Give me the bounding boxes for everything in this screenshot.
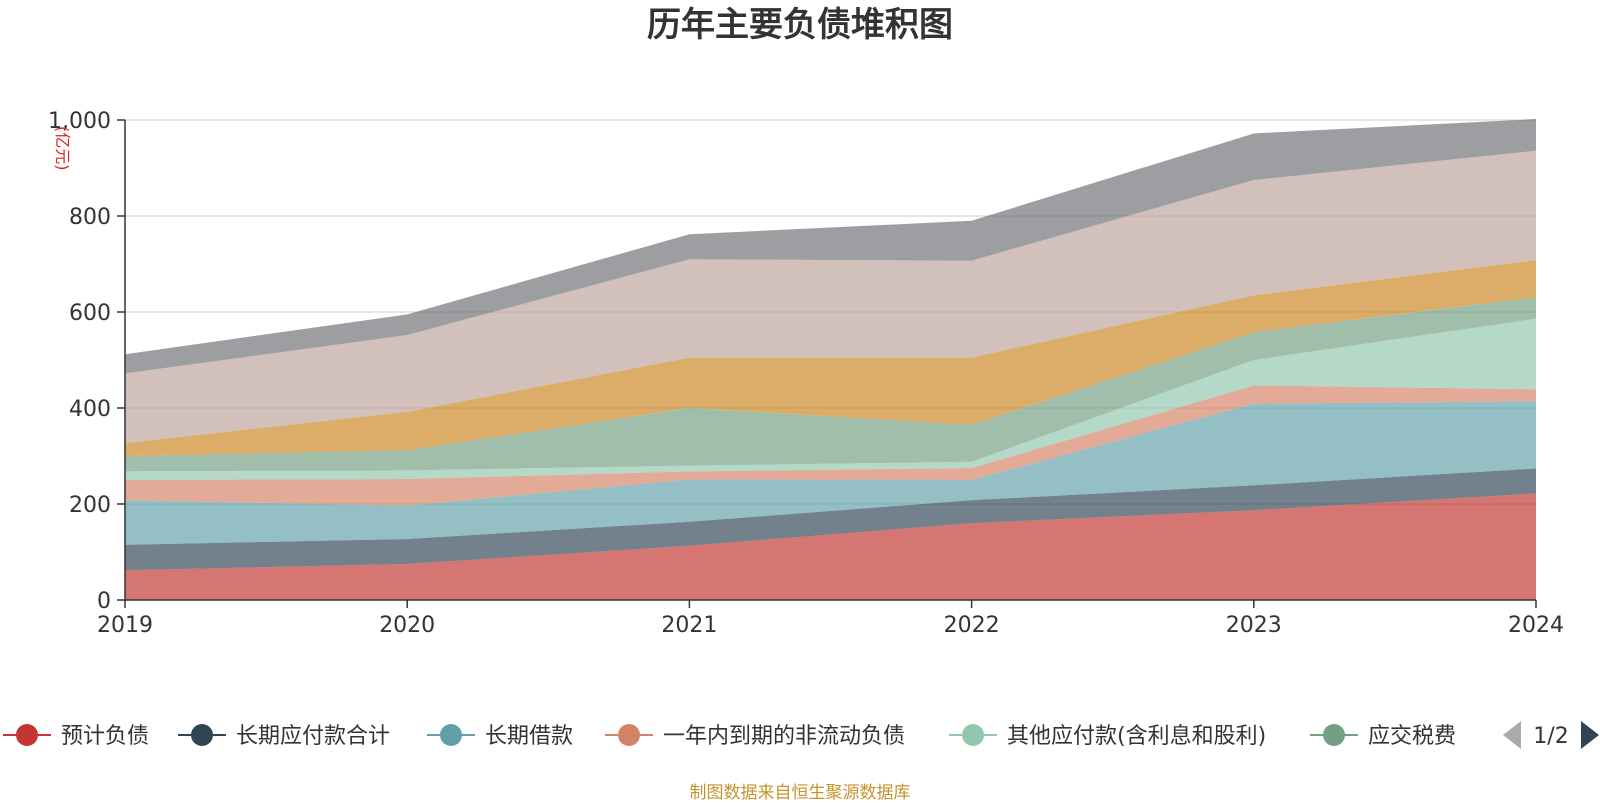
x-tick-label: 2021 <box>661 613 717 638</box>
area-长期应付款合计 <box>125 468 1536 571</box>
area-合同负债 <box>125 150 1536 444</box>
y-tick-label: 600 <box>69 301 111 326</box>
legend-marker <box>16 724 38 746</box>
legend-label: 一年内到期的非流动负债 <box>663 724 905 749</box>
area-一年内到期的非流动负债 <box>125 385 1536 506</box>
area-长期借款 <box>125 401 1536 545</box>
legend-label: 长期借款 <box>485 724 573 749</box>
legend-item[interactable]: 预计负债 <box>3 724 149 749</box>
legend-item[interactable]: 长期应付款合计 <box>178 724 390 749</box>
legend-marker <box>962 724 984 746</box>
y-tick-label: 1,000 <box>48 109 111 134</box>
area-series <box>125 119 1536 600</box>
legend-prev-page-icon[interactable] <box>1503 721 1521 749</box>
area-应付票据及应付账款 <box>125 260 1536 456</box>
area-其他负债 <box>125 119 1536 374</box>
legend-marker <box>618 724 640 746</box>
legend-item[interactable]: 长期借款 <box>427 724 573 749</box>
y-tick-label: 400 <box>69 397 111 422</box>
chart-title: 历年主要负债堆积图 <box>647 5 953 45</box>
area-预计负债 <box>125 493 1536 600</box>
legend-item[interactable]: 应交税费 <box>1310 724 1456 749</box>
y-axis-unit-label: (亿元) <box>53 126 72 171</box>
y-tick-label: 200 <box>69 493 111 518</box>
legend-label: 预计负债 <box>61 724 149 749</box>
legend-label: 应交税费 <box>1368 724 1456 749</box>
x-tick-label: 2020 <box>379 613 435 638</box>
tick-labels: 0 200 400 600 800 1,000 2019 2020 2021 2022 2023 20… <box>48 109 1564 638</box>
legend: 预计负债 长期应付款合计 长期借款 一年内到期的非流动负债 其他应付款(含利息和股利) 应… <box>3 721 1599 749</box>
legend-label: 其他应付款(含利息和股利) <box>1007 724 1266 749</box>
area-应交税费 <box>125 297 1536 472</box>
y-tick-label: 800 <box>69 205 111 230</box>
axes <box>124 120 1536 601</box>
legend-marker <box>191 724 213 746</box>
legend-marker <box>1323 724 1345 746</box>
x-tick-label: 2019 <box>97 613 153 638</box>
x-tick-label: 2022 <box>944 613 1000 638</box>
x-tick-label: 2023 <box>1226 613 1282 638</box>
legend-item[interactable]: 一年内到期的非流动负债 <box>605 724 905 749</box>
y-tick-label: 0 <box>97 589 111 614</box>
legend-next-page-icon[interactable] <box>1581 721 1599 749</box>
legend-page-indicator: 1/2 <box>1533 724 1568 749</box>
x-tick-label: 2024 <box>1508 613 1564 638</box>
source-note: 制图数据来自恒生聚源数据库 <box>689 783 911 803</box>
legend-item[interactable]: 其他应付款(含利息和股利) <box>949 724 1266 749</box>
legend-marker <box>440 724 462 746</box>
legend-label: 长期应付款合计 <box>236 724 390 749</box>
